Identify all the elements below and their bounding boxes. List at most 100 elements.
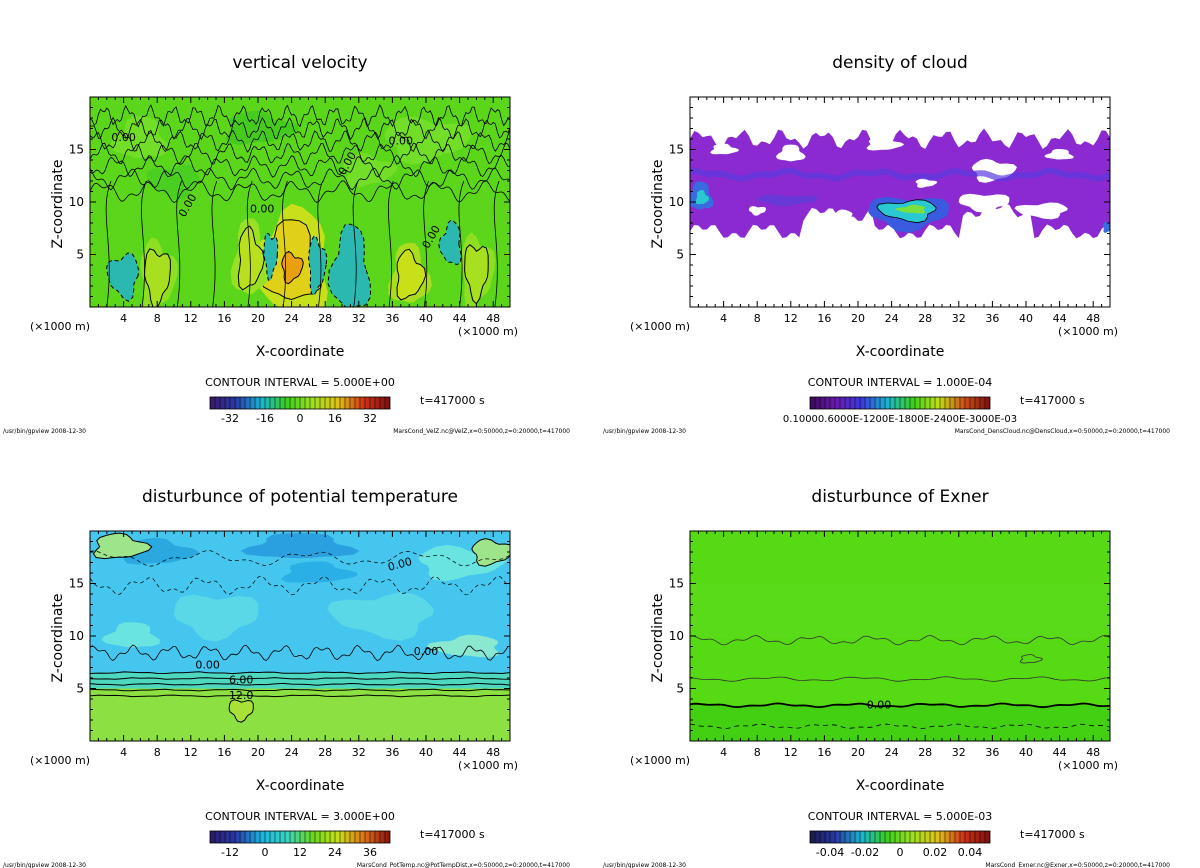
x-tick-label: 36 <box>385 312 399 325</box>
updraft-core <box>281 250 304 285</box>
contour-line <box>105 180 112 307</box>
x-tick-label: 40 <box>1019 312 1033 325</box>
field-patch <box>281 561 358 583</box>
downdraft-cell <box>327 223 372 307</box>
x-tick-label: 20 <box>251 312 265 325</box>
cloud-streak <box>756 194 818 207</box>
contour-line <box>176 180 182 307</box>
contour-line <box>282 180 288 307</box>
updraft-contour <box>464 244 489 305</box>
panel-title: vertical velocity <box>232 53 367 73</box>
footer-right: MarsCond_DensCloud.nc@DensCloud,x=0:5000… <box>955 428 1170 435</box>
zero-contour <box>90 180 510 203</box>
contour-interval: CONTOUR INTERVAL = 3.000E+00 <box>205 810 395 823</box>
colorbar-label: 16 <box>328 412 342 425</box>
colorbar-label: -0.02 <box>851 846 879 859</box>
panel-title: disturbunce of potential temperature <box>142 487 458 507</box>
x-tick-label: 36 <box>385 746 399 759</box>
updraft-contour <box>237 225 265 291</box>
cloud-peak <box>895 204 926 214</box>
contour-line <box>90 677 510 680</box>
x-unit-right: (×1000 m) <box>1058 325 1118 338</box>
field-patch <box>384 116 474 165</box>
y-tick-label: 10 <box>669 629 684 643</box>
zero-contour <box>90 167 510 191</box>
colorbar-label: 24 <box>328 846 342 859</box>
x-tick-label: 16 <box>817 312 831 325</box>
x-tick-label: 40 <box>419 746 433 759</box>
x-tick-label: 12 <box>184 312 198 325</box>
panel-title: disturbunce of Exner <box>811 487 988 507</box>
contour-line <box>352 180 359 307</box>
contour-interval: CONTOUR INTERVAL = 5.000E+00 <box>205 376 395 389</box>
y-tick-label: 5 <box>76 248 84 262</box>
x-tick-label: 8 <box>154 746 161 759</box>
x-tick-label: 36 <box>985 312 999 325</box>
y-tick-label: 10 <box>69 195 84 209</box>
x-tick-label: 44 <box>453 312 467 325</box>
transition-layer <box>90 672 510 689</box>
x-unit-right: (×1000 m) <box>1058 759 1118 772</box>
contour-interval: CONTOUR INTERVAL = 5.000E-03 <box>808 810 992 823</box>
time-label: t=417000 s <box>1020 394 1085 407</box>
contour-label: 0.00 <box>111 131 136 144</box>
field-patch <box>343 152 397 188</box>
footer-left: /usr/bin/gpview 2008-12-30 <box>603 862 686 868</box>
field-patch <box>240 533 360 559</box>
x-tick-label: 44 <box>453 746 467 759</box>
x-tick-label: 48 <box>1086 312 1100 325</box>
y-tick-label: 15 <box>669 577 684 591</box>
cloud-dense <box>1102 221 1110 233</box>
time-label: t=417000 s <box>1020 828 1085 841</box>
downdraft-cell <box>438 219 462 266</box>
x-tick-label: 32 <box>952 312 966 325</box>
x-tick-label: 40 <box>1019 746 1033 759</box>
x-tick-label: 8 <box>154 312 161 325</box>
x-tick-label: 4 <box>120 746 127 759</box>
warm-pocket <box>92 532 153 560</box>
zero-contour <box>90 154 510 178</box>
contour-label: 0.00 <box>867 698 892 711</box>
contour-label: 12.0 <box>229 689 254 702</box>
plot-area <box>690 128 1110 239</box>
plot-area: 0.00 0.00 0.00 6.00 12.0 <box>90 531 510 741</box>
x-tick-label: 44 <box>1053 746 1067 759</box>
x-unit-left: (×1000 m) <box>30 754 90 767</box>
x-unit-right: (×1000 m) <box>458 325 518 338</box>
x-unit-left: (×1000 m) <box>630 754 690 767</box>
footer-right: MarsCond_PotTemp.nc@PotTempDist,x=0:5000… <box>357 862 570 868</box>
panel-exner: 0.004 8 12 16 20 24 28 32 36 40 44 4851015disturbun… <box>603 487 1170 868</box>
colorbar-label: -12 <box>221 846 239 859</box>
y-axis-label: Z-coordinate <box>650 159 666 248</box>
zero-contour <box>90 104 510 128</box>
x-tick-label: 48 <box>486 746 500 759</box>
x-tick-label: 48 <box>486 312 500 325</box>
plot-area: 0.000.00 0.000.000.000.00 <box>90 97 510 307</box>
colorbar-label: -32 <box>221 412 239 425</box>
updraft-contour <box>396 248 427 301</box>
contour-interval: CONTOUR INTERVAL = 1.000E-04 <box>808 376 992 389</box>
cloud-gap <box>915 178 938 188</box>
x-unit-right: (×1000 m) <box>458 759 518 772</box>
negative-contour <box>90 575 509 596</box>
warm-cell <box>228 699 254 723</box>
colorbar-label: 0 <box>262 846 269 859</box>
contour-line <box>211 180 218 307</box>
x-axis-label: X-coordinate <box>856 344 945 360</box>
y-tick-label: 5 <box>76 682 84 696</box>
x-tick-label: 24 <box>285 746 299 759</box>
contour-line <box>90 694 510 698</box>
x-tick-label: 28 <box>318 746 332 759</box>
colorbar-label: 12 <box>293 846 307 859</box>
x-tick-label: 4 <box>120 312 127 325</box>
cloud-gap <box>775 144 806 162</box>
x-unit-left: (×1000 m) <box>30 320 90 333</box>
warm-layer <box>90 688 510 741</box>
downdraft-cell <box>105 252 140 302</box>
contour-line <box>90 682 510 686</box>
contour-line <box>1019 654 1044 664</box>
contour-line <box>458 180 465 307</box>
y-tick-label: 10 <box>669 195 684 209</box>
cloud-gap <box>958 193 1010 213</box>
